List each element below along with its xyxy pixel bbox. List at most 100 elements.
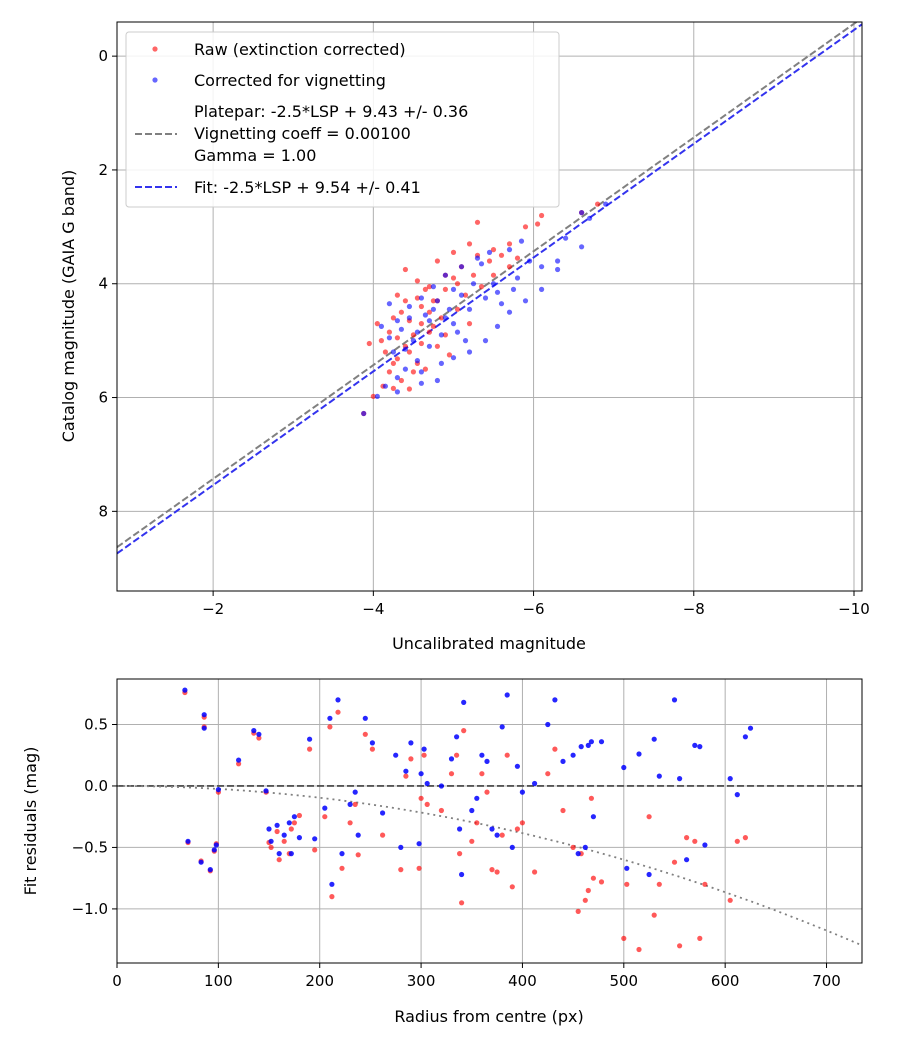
- corrected-point: [211, 847, 217, 853]
- corrected-point: [578, 744, 584, 750]
- corrected-point: [499, 724, 505, 730]
- corrected-point: [402, 346, 408, 352]
- corrected-point: [570, 752, 576, 758]
- raw-point: [522, 224, 529, 230]
- raw-point: [355, 852, 361, 858]
- y-tick-label: 0.0: [84, 777, 108, 795]
- top-points-raw: [361, 201, 601, 417]
- raw-point: [446, 352, 452, 358]
- raw-point: [545, 771, 551, 777]
- bottom-x-ticks: 0 100 200 300 400 500 600 700: [112, 963, 841, 990]
- corrected-point: [677, 776, 683, 782]
- raw-point: [390, 385, 396, 391]
- raw-point: [307, 746, 313, 752]
- corrected-point: [504, 692, 510, 698]
- legend-label-fit: Fit: -2.5*LSP + 9.54 +/- 0.41: [194, 178, 421, 197]
- legend-marker-corrected: [152, 77, 158, 83]
- corrected-point: [555, 258, 561, 264]
- raw-point: [742, 835, 749, 841]
- corrected-point: [198, 859, 204, 865]
- raw-point: [296, 812, 302, 819]
- raw-point: [424, 801, 430, 808]
- raw-point: [418, 795, 424, 801]
- corrected-point: [201, 725, 207, 731]
- raw-point: [339, 865, 345, 871]
- corrected-point: [438, 783, 444, 789]
- corrected-point: [624, 865, 630, 871]
- raw-point: [335, 709, 341, 715]
- bottom-y-axis-label: Fit residuals (mag): [21, 747, 40, 896]
- corrected-point: [454, 734, 460, 740]
- corrected-point: [390, 349, 396, 355]
- corrected-point: [457, 826, 463, 832]
- raw-point: [438, 807, 444, 814]
- bottom-y-ticks: 0.5 0.0 −0.5 −1.0: [72, 715, 117, 918]
- corrected-point: [575, 851, 581, 857]
- raw-point: [382, 349, 388, 355]
- raw-point: [684, 835, 690, 841]
- corrected-point: [454, 329, 461, 335]
- corrected-point: [579, 244, 585, 250]
- corrected-point: [426, 318, 432, 324]
- corrected-point: [532, 780, 538, 787]
- raw-point: [466, 241, 473, 247]
- corrected-point: [296, 835, 302, 841]
- corrected-point: [418, 771, 424, 777]
- corrected-point: [489, 826, 495, 832]
- raw-point: [370, 393, 376, 399]
- y-tick-label: −1.0: [72, 900, 108, 918]
- corrected-point: [498, 301, 505, 307]
- corrected-point: [510, 286, 517, 292]
- corrected-point: [598, 739, 605, 745]
- corrected-point: [636, 751, 642, 757]
- corrected-point: [185, 838, 191, 844]
- x-tick-label: 400: [508, 972, 537, 990]
- x-tick-label: −8: [683, 600, 705, 618]
- legend-label-corrected: Corrected for vignetting: [194, 71, 386, 90]
- raw-point: [418, 321, 424, 327]
- corrected-point: [201, 712, 207, 718]
- corrected-point: [479, 752, 485, 758]
- legend-box: [125, 31, 560, 208]
- x-tick-label: 600: [711, 972, 740, 990]
- raw-point: [490, 272, 497, 278]
- raw-point: [418, 340, 424, 347]
- bottom-points-corrected: [182, 687, 754, 887]
- top-points-corrected: [361, 201, 609, 417]
- raw-point: [442, 332, 448, 338]
- corrected-point: [352, 789, 358, 795]
- raw-point: [461, 728, 467, 734]
- corrected-point: [462, 338, 469, 344]
- corrected-point: [213, 842, 219, 848]
- raw-point: [422, 286, 428, 292]
- y-tick-label: 0: [98, 47, 108, 65]
- x-tick-label: 0: [112, 972, 122, 990]
- corrected-point: [382, 383, 388, 389]
- corrected-point: [408, 740, 414, 746]
- corrected-point: [369, 740, 375, 746]
- raw-point: [438, 315, 444, 321]
- raw-point: [479, 771, 485, 777]
- raw-point: [402, 298, 408, 304]
- bottom-plot-frame: [116, 678, 863, 964]
- raw-point: [454, 306, 461, 312]
- raw-point: [408, 756, 414, 762]
- raw-point: [394, 335, 400, 341]
- x-tick-label: 700: [812, 972, 841, 990]
- corrected-point: [560, 758, 566, 765]
- raw-point: [514, 255, 521, 261]
- top-plot: −2 −4 −6 −8 −10 0 2 4 6 8 Uncalibrated magnitude…: [59, 21, 870, 653]
- y-tick-label: −0.5: [72, 838, 108, 856]
- top-y-axis-label: Catalog magnitude (GAIA G band): [59, 170, 78, 442]
- raw-point: [462, 292, 469, 298]
- top-lines: [117, 22, 862, 555]
- corrected-point: [450, 355, 457, 361]
- corrected-point: [424, 780, 430, 787]
- corrected-point: [394, 318, 400, 324]
- corrected-point: [490, 281, 497, 287]
- raw-point: [366, 340, 372, 347]
- corrected-point: [339, 851, 345, 857]
- raw-point: [636, 946, 642, 953]
- raw-point: [506, 264, 513, 270]
- corrected-point: [484, 758, 490, 765]
